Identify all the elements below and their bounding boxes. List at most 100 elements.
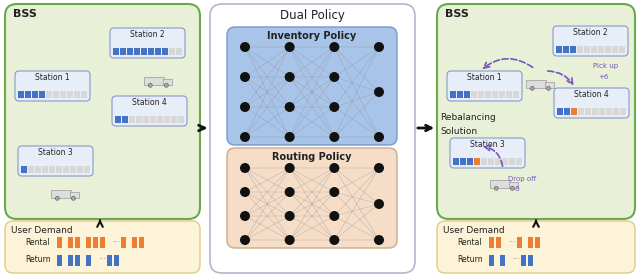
Bar bbox=[489, 254, 494, 266]
Bar bbox=[481, 158, 487, 165]
Bar bbox=[163, 79, 172, 85]
Bar bbox=[155, 48, 161, 55]
FancyBboxPatch shape bbox=[5, 221, 200, 273]
Bar bbox=[63, 166, 69, 173]
Bar bbox=[164, 116, 170, 123]
Bar bbox=[467, 158, 473, 165]
Bar bbox=[120, 48, 126, 55]
Bar bbox=[122, 116, 128, 123]
Bar bbox=[32, 91, 38, 98]
Bar bbox=[478, 91, 484, 98]
Bar bbox=[605, 46, 611, 53]
Bar bbox=[535, 237, 540, 248]
Text: User Demand: User Demand bbox=[443, 226, 504, 235]
Circle shape bbox=[240, 163, 250, 173]
FancyBboxPatch shape bbox=[554, 88, 629, 118]
Bar bbox=[75, 237, 80, 248]
Bar bbox=[74, 91, 80, 98]
Bar bbox=[129, 116, 135, 123]
Bar bbox=[592, 108, 598, 115]
FancyBboxPatch shape bbox=[447, 71, 522, 101]
Text: User Demand: User Demand bbox=[11, 226, 72, 235]
Bar bbox=[171, 116, 177, 123]
Bar bbox=[162, 48, 168, 55]
Bar bbox=[141, 48, 147, 55]
Circle shape bbox=[374, 132, 384, 142]
Bar bbox=[545, 82, 554, 88]
Bar bbox=[557, 108, 563, 115]
Circle shape bbox=[164, 83, 168, 87]
Bar bbox=[585, 108, 591, 115]
Bar bbox=[485, 91, 491, 98]
Circle shape bbox=[374, 163, 384, 173]
Circle shape bbox=[547, 86, 550, 90]
Text: Dual Policy: Dual Policy bbox=[280, 9, 345, 22]
Bar bbox=[563, 46, 569, 53]
Bar bbox=[70, 192, 79, 198]
Circle shape bbox=[285, 72, 294, 82]
Bar bbox=[121, 237, 126, 248]
Circle shape bbox=[330, 211, 339, 221]
Circle shape bbox=[240, 42, 250, 52]
Bar bbox=[21, 166, 27, 173]
Text: ···: ··· bbox=[512, 256, 520, 264]
Bar bbox=[495, 158, 501, 165]
Bar bbox=[84, 166, 90, 173]
Bar bbox=[453, 158, 459, 165]
Bar bbox=[86, 254, 91, 266]
Text: Station 2: Station 2 bbox=[130, 30, 165, 39]
Bar bbox=[509, 158, 515, 165]
Bar bbox=[100, 237, 105, 248]
Circle shape bbox=[330, 187, 339, 197]
Bar bbox=[599, 108, 605, 115]
Bar bbox=[488, 158, 494, 165]
Bar bbox=[46, 91, 52, 98]
Bar bbox=[490, 180, 509, 188]
Circle shape bbox=[285, 211, 294, 221]
Circle shape bbox=[374, 42, 384, 52]
Bar bbox=[86, 237, 91, 248]
Bar bbox=[571, 108, 577, 115]
Circle shape bbox=[531, 86, 534, 90]
Bar bbox=[60, 91, 66, 98]
Circle shape bbox=[285, 235, 294, 245]
Text: Inventory Policy: Inventory Policy bbox=[268, 31, 356, 41]
Bar bbox=[134, 48, 140, 55]
Bar bbox=[39, 91, 45, 98]
Bar bbox=[606, 108, 612, 115]
Bar bbox=[474, 158, 480, 165]
Bar bbox=[516, 158, 522, 165]
Text: Return: Return bbox=[25, 256, 51, 264]
FancyBboxPatch shape bbox=[437, 4, 635, 219]
FancyBboxPatch shape bbox=[5, 4, 200, 219]
Text: Station 3: Station 3 bbox=[38, 148, 73, 157]
Bar bbox=[68, 254, 73, 266]
Bar bbox=[598, 46, 604, 53]
Circle shape bbox=[285, 187, 294, 197]
Bar bbox=[460, 158, 466, 165]
Circle shape bbox=[494, 186, 499, 190]
Bar bbox=[49, 166, 55, 173]
Bar bbox=[528, 237, 533, 248]
Bar bbox=[513, 91, 519, 98]
Bar bbox=[68, 237, 73, 248]
Bar bbox=[619, 46, 625, 53]
Text: Station 4: Station 4 bbox=[574, 90, 609, 99]
Text: Rental: Rental bbox=[457, 238, 482, 247]
Text: BSS: BSS bbox=[445, 9, 469, 19]
Bar bbox=[464, 91, 470, 98]
Text: ···: ··· bbox=[508, 238, 516, 247]
Circle shape bbox=[148, 83, 152, 87]
Circle shape bbox=[330, 102, 339, 112]
Bar bbox=[81, 91, 87, 98]
FancyBboxPatch shape bbox=[18, 146, 93, 176]
Text: Routing Policy: Routing Policy bbox=[272, 152, 352, 162]
Circle shape bbox=[240, 72, 250, 82]
Bar bbox=[584, 46, 590, 53]
Circle shape bbox=[330, 72, 339, 82]
Bar bbox=[42, 166, 48, 173]
Bar bbox=[115, 116, 121, 123]
Bar bbox=[139, 237, 144, 248]
Bar bbox=[70, 166, 76, 173]
Text: Station 3: Station 3 bbox=[470, 140, 505, 149]
